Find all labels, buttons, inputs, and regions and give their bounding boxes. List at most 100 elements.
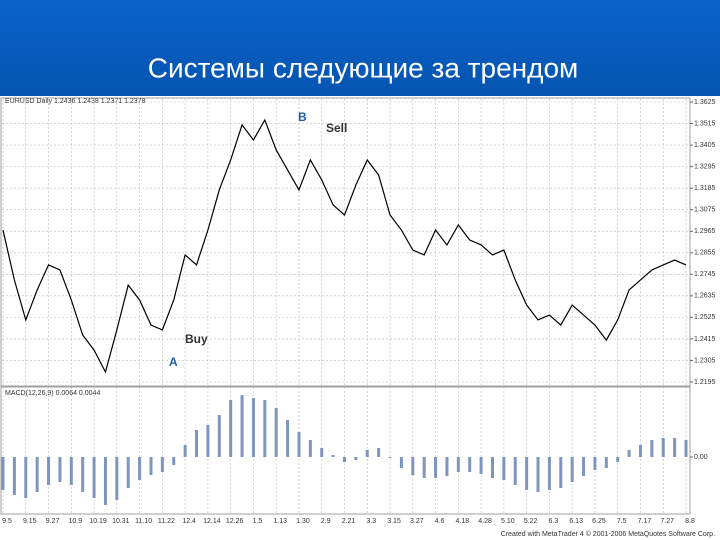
y-tick-label: 1.2965 — [694, 228, 716, 235]
y-tick-label: 1.2745 — [694, 271, 716, 278]
price-header: EURUSD Daily 1.2436 1.2438 1.2371 1.2378 — [5, 98, 146, 105]
slide-title: Системы следующие за трендом — [148, 52, 579, 83]
macd-bar — [229, 400, 233, 457]
annotation: Buy — [185, 332, 208, 346]
macd-bar — [1, 457, 5, 490]
x-tick-label: 6.3 — [549, 518, 559, 525]
macd-bar — [638, 445, 642, 457]
x-tick-label: 11.22 — [158, 518, 175, 525]
annotation: A — [169, 355, 178, 369]
macd-bar — [160, 457, 164, 472]
macd-bar — [126, 457, 130, 488]
macd-header: MACD(12,26,9) 0.0064 0.0044 — [5, 390, 100, 397]
x-tick-label: 1.5 — [253, 518, 263, 525]
x-tick-label: 10.9 — [68, 518, 82, 525]
y-tick-label: 1.3515 — [694, 120, 716, 127]
x-tick-label: 4.18 — [456, 518, 470, 525]
macd-bar — [195, 430, 199, 457]
macd-bar — [445, 457, 449, 476]
y-tick-label: 1.3405 — [694, 142, 716, 149]
macd-bar — [172, 457, 176, 465]
x-tick-label: 8.8 — [685, 518, 695, 525]
x-tick-label: 9.5 — [2, 518, 12, 525]
macd-bar — [149, 457, 153, 475]
x-tick-label: 2.9 — [321, 518, 331, 525]
macd-bar — [58, 457, 62, 482]
macd-bar — [35, 457, 39, 492]
macd-bar — [502, 457, 506, 480]
macd-bar — [582, 457, 586, 476]
y-tick-label: 1.2415 — [694, 336, 716, 343]
y-tick-label: 1.3625 — [694, 99, 716, 106]
y-tick-label: 1.2855 — [694, 250, 716, 257]
macd-bar — [684, 440, 688, 457]
y-tick-label: 1.2305 — [694, 357, 716, 364]
macd-bar — [24, 457, 28, 498]
macd-bar — [81, 457, 85, 492]
x-tick-label: 12.4 — [182, 518, 196, 525]
macd-bar — [217, 415, 221, 457]
macd-bar — [274, 408, 278, 457]
macd-bar — [627, 450, 631, 457]
macd-bar — [616, 457, 620, 462]
macd-bar — [331, 455, 335, 457]
x-tick-label: 12.14 — [203, 518, 221, 525]
x-tick-label: 7.17 — [638, 518, 652, 525]
macd-bar — [525, 457, 529, 490]
macd-bar — [183, 445, 187, 457]
macd-bar — [343, 457, 346, 462]
macd-bar — [468, 457, 472, 472]
y-tick-label: 1.2195 — [694, 379, 716, 386]
macd-bar — [479, 457, 483, 474]
macd-bar — [673, 438, 677, 457]
macd-bar — [263, 400, 267, 457]
x-tick-label: 7.5 — [617, 518, 627, 525]
chart-window — [0, 96, 720, 540]
macd-bar — [513, 457, 517, 485]
macd-bar — [115, 457, 119, 500]
x-tick-label: 5.22 — [524, 518, 538, 525]
x-tick-label: 3.15 — [387, 518, 401, 525]
x-tick-label: 3.3 — [366, 518, 376, 525]
x-tick-label: 1.13 — [273, 518, 287, 525]
y-tick-label: 1.3185 — [694, 185, 716, 192]
macd-bar — [12, 457, 16, 495]
macd-bar — [490, 457, 494, 478]
macd-bar — [377, 448, 381, 457]
macd-bar — [354, 457, 358, 460]
macd-bar — [251, 398, 255, 457]
macd-bar — [47, 457, 51, 485]
macd-bar — [434, 457, 438, 478]
macd-bar — [399, 457, 403, 468]
macd-bar — [69, 457, 73, 485]
macd-frame — [0, 386, 691, 515]
x-tick-label: 12.26 — [226, 518, 244, 525]
macd-bar — [365, 450, 369, 457]
x-tick-label: 9.15 — [23, 518, 37, 525]
x-tick-label: 10.31 — [112, 518, 130, 525]
header-band — [0, 0, 720, 96]
x-tick-label: 6.25 — [592, 518, 606, 525]
macd-bar — [536, 457, 540, 492]
footer: Created with MetaTrader 4 © 2001-2006 Me… — [501, 530, 715, 538]
annotation: B — [298, 110, 307, 124]
macd-bar — [206, 425, 210, 457]
macd-bar — [320, 448, 324, 457]
x-tick-label: 4.6 — [435, 518, 445, 525]
x-tick-label: 9.27 — [46, 518, 60, 525]
macd-bar — [661, 438, 665, 457]
macd-bar — [411, 457, 415, 475]
x-tick-label: 3.27 — [410, 518, 424, 525]
macd-bar — [422, 457, 426, 478]
price-frame — [0, 97, 691, 387]
macd-bar — [559, 457, 563, 488]
macd-bar — [286, 420, 290, 457]
macd-bar — [103, 457, 107, 505]
x-tick-label: 6.13 — [569, 518, 583, 525]
x-tick-label: 7.27 — [660, 518, 674, 525]
y-tick-label: 1.2635 — [694, 293, 716, 300]
x-tick-label: 2.21 — [342, 518, 356, 525]
y-tick-label: 1.3295 — [694, 163, 716, 170]
annotation: Sell — [326, 121, 347, 135]
